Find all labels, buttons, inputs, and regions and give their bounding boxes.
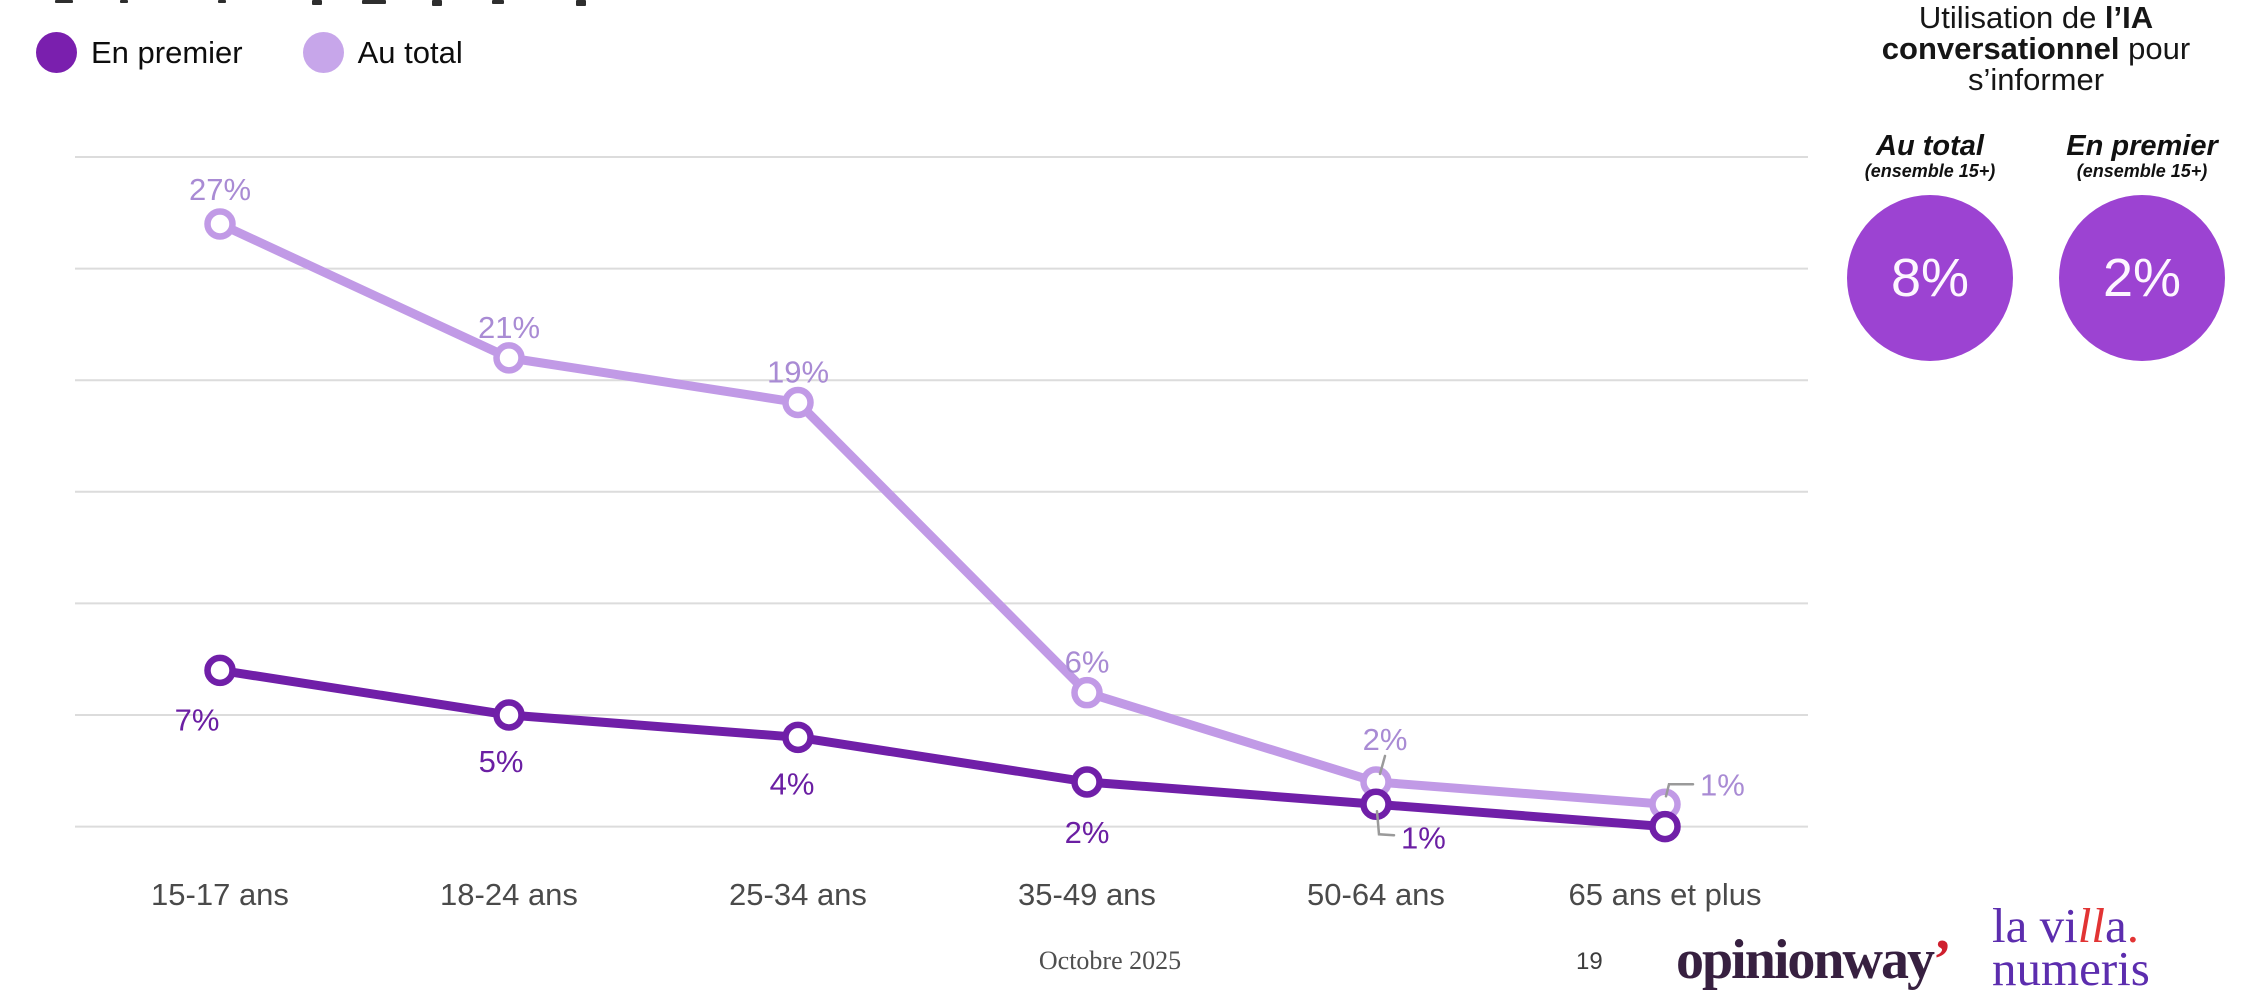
summary-panel: Utilisation de l’IA conversationnel pour… (1822, 0, 2250, 361)
title-text-bold: conversationnel (1881, 31, 2120, 66)
data-label: 1% (1700, 767, 1745, 802)
lavilla-red-ll: ll (2077, 898, 2105, 953)
label-leader-line (1378, 754, 1387, 776)
stat-circle-au-total: 8% (1847, 195, 2013, 361)
lavilla-red-dot: . (2126, 898, 2139, 953)
page-number: 19 (1576, 948, 1603, 975)
stat-circle-en-premier: 2% (2059, 195, 2225, 361)
legend-item-en-premier: En premier (36, 32, 243, 73)
opinionway-wordmark: opinionway (1676, 929, 1935, 991)
stat-value: 2% (2102, 248, 2182, 308)
stat-subheading: (ensemble 15+) (1864, 161, 1996, 181)
data-point (493, 342, 525, 374)
data-label: 19% (767, 355, 829, 390)
axis-label: 50-64 ans (1307, 877, 1445, 912)
lavilla-line1: la villa. (1992, 901, 2150, 950)
data-label: 4% (770, 766, 815, 801)
axis-label: 15-17 ans (151, 877, 289, 912)
data-point (204, 654, 236, 687)
data-label: 21% (478, 310, 540, 345)
data-label: 1% (1401, 820, 1446, 855)
lavilla-text: a (2104, 898, 2127, 953)
title-text: Utilisation de (1918, 0, 2105, 35)
axis-label: 35-49 ans (1018, 877, 1156, 912)
title-text: pour (2119, 31, 2191, 66)
legend-label-en-premier: En premier (91, 34, 243, 70)
stat-en-premier: En premier (ensemble 15+) 2% (2040, 131, 2244, 361)
data-label: 27% (189, 172, 251, 207)
stat-subheading: (ensemble 15+) (2076, 161, 2208, 181)
lavilla-text: la vi (1992, 898, 2078, 953)
data-point (1071, 766, 1103, 798)
legend-swatch-en-premier (36, 32, 77, 73)
footer-date: Octobre 2025 (1038, 946, 1182, 975)
data-label: 5% (479, 744, 524, 779)
title-text-bold: l’IA (2104, 0, 2154, 35)
data-point (1360, 788, 1392, 821)
stat-value: 8% (1890, 248, 1970, 308)
stat-heading: En premier (2066, 130, 2218, 162)
stats-row: Au total (ensemble 15+) 8% En premier (e… (1822, 131, 2250, 361)
axis-label: 25-34 ans (729, 877, 867, 912)
stat-heading: Au total (1876, 130, 1984, 162)
legend-label-au-total: Au total (357, 34, 463, 70)
data-label: 2% (1363, 722, 1408, 757)
lavilla-numeris-logo: la villa. numeris (1992, 901, 2150, 997)
stat-au-total: Au total (ensemble 15+) 8% (1828, 131, 2032, 361)
opinionway-logo: opinionway’ (1676, 928, 1952, 992)
label-leader-line (1664, 783, 1695, 798)
series-line-en-premier (215, 665, 1670, 832)
data-point (1649, 810, 1681, 843)
series-line-au-total (215, 219, 1670, 809)
panel-title: Utilisation de l’IA conversationnel pour… (1822, 0, 2250, 95)
data-label: 6% (1065, 645, 1110, 680)
data-label: 2% (1065, 815, 1110, 850)
data-point (782, 721, 814, 754)
data-point (204, 208, 236, 240)
axis-label: 65 ans et plus (1568, 877, 1761, 912)
data-label: 7% (175, 702, 220, 737)
opinionway-comma: ’ (1933, 929, 1952, 991)
label-leader-line (1375, 810, 1396, 837)
lavilla-line2: numeris (1992, 941, 2150, 997)
data-point (1071, 676, 1103, 709)
legend-item-au-total: Au total (302, 32, 463, 73)
chart-legend: En premier Au total (36, 32, 463, 73)
data-point (782, 386, 814, 419)
legend-swatch-au-total (302, 32, 344, 73)
title-text: s’informer (1967, 62, 2105, 97)
data-point (493, 699, 525, 731)
axis-label: 18-24 ans (440, 877, 578, 912)
